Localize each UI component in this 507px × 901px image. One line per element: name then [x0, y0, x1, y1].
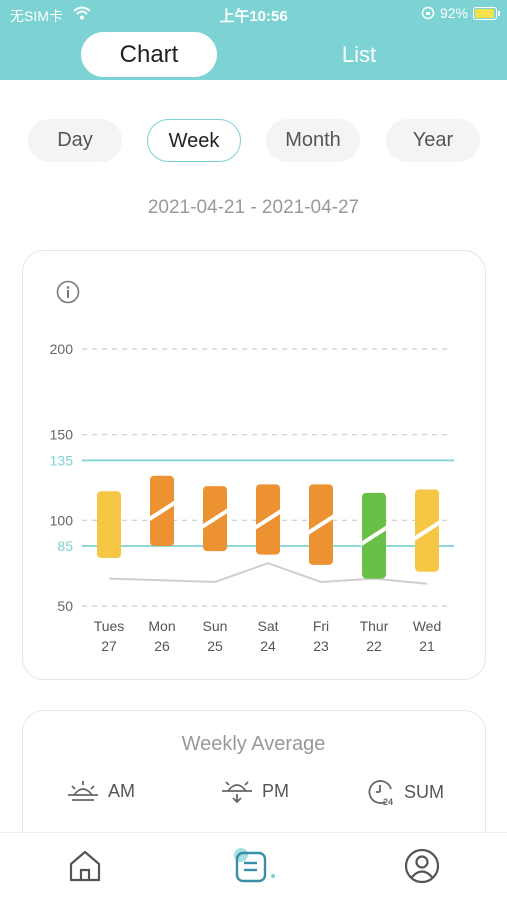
info-icon[interactable] [56, 280, 80, 304]
bar [97, 491, 121, 559]
svg-text:24: 24 [383, 797, 393, 807]
status-time: 上午10:56 [219, 8, 288, 25]
bar-divider [411, 519, 443, 542]
bp-chart: 50 100 150 200 135 85 Tues 27 Mon 26 Sun 25 Sat 24 Fri… [50, 341, 454, 654]
pm-legend: PM [220, 777, 289, 805]
home-icon[interactable] [67, 848, 103, 884]
clock-24-icon: 24 [368, 780, 393, 807]
period-month[interactable]: Month [266, 119, 360, 162]
x-tick-date: 23 [313, 638, 329, 654]
x-tick-day: Thur [360, 618, 389, 634]
battery-icon [473, 6, 500, 20]
weekly-average-card [22, 710, 486, 850]
reference-label: 85 [57, 538, 73, 554]
x-tick-day: Tues [94, 618, 125, 634]
weekly-average-title: Weekly Average [181, 733, 326, 755]
x-tick-date: 22 [366, 638, 382, 654]
sunset-icon [222, 781, 252, 804]
wifi-icon [73, 6, 91, 20]
x-tick-day: Wed [413, 618, 442, 634]
records-icon[interactable] [233, 848, 279, 884]
tab-chart[interactable]: Chart [81, 32, 217, 77]
reference-label: 135 [50, 452, 74, 468]
y-tick-label: 150 [50, 427, 74, 443]
x-tick-date: 27 [101, 638, 117, 654]
rotation-lock-icon [421, 6, 435, 20]
period-year[interactable]: Year [386, 119, 480, 162]
y-tick-label: 100 [50, 512, 74, 528]
y-tick-label: 200 [50, 341, 74, 357]
pm-label: PM [262, 780, 289, 801]
sum-label: SUM [404, 781, 444, 802]
x-tick-day: Mon [148, 618, 175, 634]
bar-divider [358, 525, 390, 547]
x-tick-day: Sun [203, 618, 228, 634]
sunrise-icon [68, 781, 98, 801]
bar-divider [252, 508, 284, 531]
x-tick-date: 25 [207, 638, 223, 654]
y-tick-label: 50 [57, 598, 73, 614]
chart-card [22, 250, 486, 680]
bar-divider [305, 513, 337, 536]
x-tick-day: Sat [257, 618, 278, 634]
tab-list[interactable]: List [341, 42, 377, 67]
sum-legend: 24 SUM [366, 777, 444, 807]
x-tick-date: 21 [419, 638, 435, 654]
carrier-label: 无SIM卡 [10, 8, 63, 24]
period-day[interactable]: Day [28, 119, 122, 162]
x-tick-day: Fri [313, 618, 329, 634]
status-right: 92% [421, 5, 500, 21]
header: 无SIM卡 上午10:56 92% Chart List [0, 0, 507, 80]
trend-line [108, 562, 428, 585]
am-label: AM [108, 780, 135, 801]
battery-percent: 92% [439, 5, 468, 21]
bar-divider [199, 507, 231, 530]
x-tick-date: 24 [260, 638, 276, 654]
bar-divider [146, 500, 178, 522]
date-range: 2021-04-21 - 2021-04-27 [147, 197, 360, 218]
x-tick-date: 26 [154, 638, 170, 654]
status-bar: 无SIM卡 上午10:56 92% [0, 0, 507, 28]
period-week[interactable]: Week [147, 119, 241, 162]
profile-icon[interactable] [404, 848, 440, 884]
am-legend: AM [66, 777, 135, 805]
